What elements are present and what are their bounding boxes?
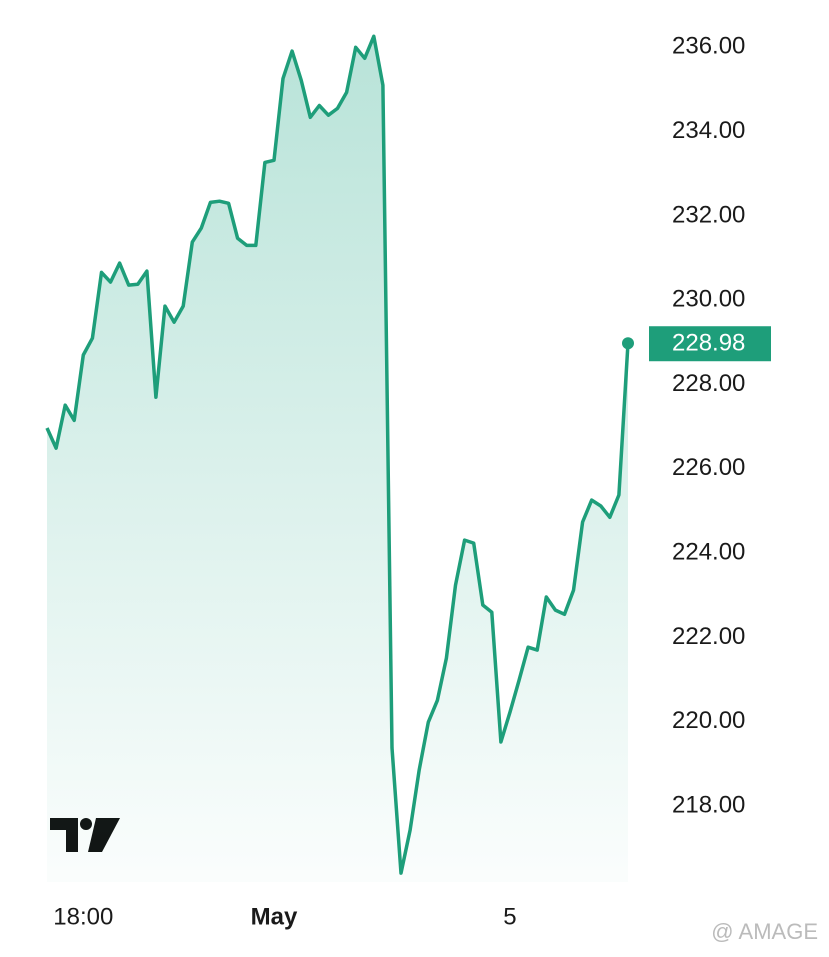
y-tick-label: 234.00 <box>672 117 745 144</box>
y-tick-label: 228.00 <box>672 370 745 397</box>
y-tick-label: 222.00 <box>672 623 745 650</box>
last-value-label: 228.98 <box>672 330 745 357</box>
last-point <box>622 337 634 350</box>
watermark: @ AMAGE <box>711 919 818 944</box>
y-tick-label: 236.00 <box>672 33 745 60</box>
x-tick-label: 5 <box>503 903 516 930</box>
y-tick-label: 230.00 <box>672 286 745 313</box>
y-tick-label: 220.00 <box>672 707 745 734</box>
y-tick-label: 232.00 <box>672 201 745 228</box>
last-value-box <box>649 326 771 362</box>
price-line <box>45 34 630 875</box>
x-tick-label: 18:00 <box>53 903 113 930</box>
y-tick-label: 218.00 <box>672 791 745 818</box>
area-fill <box>47 36 628 883</box>
x-tick-label: May <box>251 903 298 930</box>
y-tick-label: 224.00 <box>672 539 745 566</box>
y-tick-label: 226.00 <box>672 454 745 481</box>
